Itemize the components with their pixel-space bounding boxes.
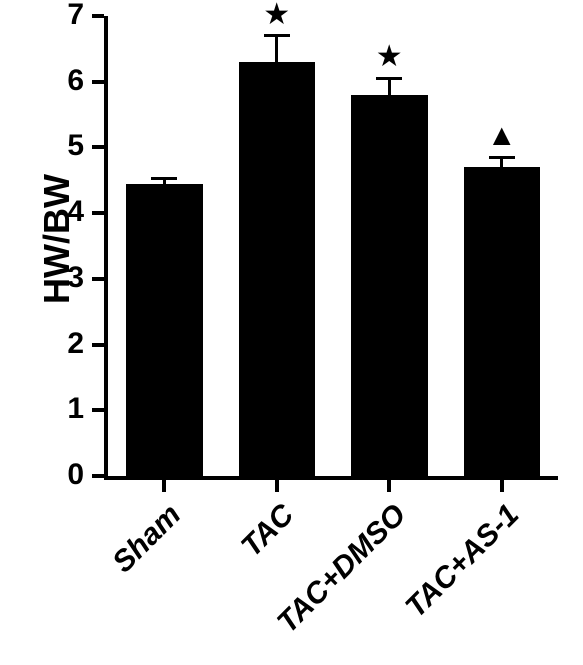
y-tick <box>92 343 104 347</box>
error-bar-cap <box>264 34 290 37</box>
y-tick-label: 5 <box>0 129 84 163</box>
y-tick-label: 3 <box>0 261 84 295</box>
x-tick <box>387 480 391 492</box>
x-category-label: Sham <box>106 498 188 580</box>
bar <box>126 184 203 476</box>
y-tick-label: 0 <box>0 458 84 492</box>
bar <box>239 62 316 476</box>
error-bar-stem <box>388 78 391 94</box>
y-tick <box>92 14 104 18</box>
y-tick <box>92 474 104 478</box>
y-tick-label: 7 <box>0 0 84 32</box>
bar <box>464 167 541 476</box>
x-axis-line <box>104 476 558 480</box>
significance-marker: ▲ <box>472 121 532 151</box>
y-tick-label: 6 <box>0 64 84 98</box>
significance-marker: ★ <box>247 0 307 30</box>
error-bar-cap <box>151 177 177 180</box>
y-tick <box>92 145 104 149</box>
x-category-label: TAC <box>235 498 301 564</box>
y-tick-label: 4 <box>0 195 84 229</box>
y-tick <box>92 277 104 281</box>
error-bar-cap <box>489 156 515 159</box>
significance-marker: ★ <box>359 42 419 72</box>
bar <box>351 95 428 476</box>
x-tick <box>162 480 166 492</box>
y-tick-label: 1 <box>0 392 84 426</box>
error-bar-cap <box>376 77 402 80</box>
y-tick <box>92 211 104 215</box>
x-tick <box>500 480 504 492</box>
x-tick <box>275 480 279 492</box>
y-tick <box>92 80 104 84</box>
x-category-label: TAC+AS-1 <box>399 498 526 625</box>
y-axis-line <box>104 16 108 480</box>
y-tick <box>92 408 104 412</box>
hw-bw-bar-chart: HW/BW 01234567Sham★TAC★TAC+DMSO▲TAC+AS-1 <box>0 0 583 665</box>
error-bar-stem <box>275 36 278 62</box>
y-tick-label: 2 <box>0 327 84 361</box>
